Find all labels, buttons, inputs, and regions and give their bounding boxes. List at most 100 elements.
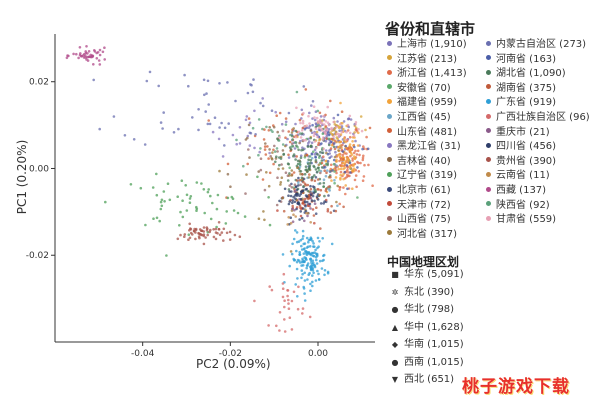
- data-point: [314, 122, 318, 125]
- data-point: [329, 131, 332, 134]
- data-point: [216, 193, 220, 197]
- region-legend-title: 中国地理区划: [387, 255, 460, 269]
- data-point: [341, 161, 345, 165]
- data-point: [300, 148, 303, 152]
- data-point: [317, 272, 320, 276]
- data-point: [279, 181, 283, 184]
- series-group: [278, 176, 326, 226]
- series-group: [207, 88, 372, 199]
- data-point: [299, 210, 303, 213]
- data-point: [346, 187, 349, 191]
- data-point: [333, 178, 336, 182]
- legend-label: 甘肃省 (559): [496, 214, 557, 226]
- data-point: [202, 188, 206, 191]
- data-point: [291, 204, 295, 208]
- data-point: [233, 233, 237, 237]
- data-point: [301, 307, 305, 310]
- legend-marker: [387, 69, 392, 75]
- data-point: [312, 191, 315, 195]
- data-point: [253, 109, 256, 113]
- legend-marker: [387, 142, 392, 148]
- data-point: [344, 160, 347, 163]
- data-point: [299, 183, 302, 187]
- region-legend-item: ▼ 西北 (651): [390, 374, 454, 386]
- data-point: [307, 251, 310, 254]
- data-point: [181, 199, 184, 202]
- data-point: [303, 197, 307, 201]
- data-point: [344, 184, 348, 187]
- data-point: [95, 57, 99, 60]
- legend-item: 四川省 (456): [486, 141, 556, 153]
- data-point: [335, 136, 339, 139]
- data-point: [324, 159, 328, 163]
- data-point: [351, 159, 354, 162]
- data-point: [297, 285, 300, 289]
- data-point: [295, 144, 298, 147]
- legend-label: 江西省 (45): [397, 112, 451, 123]
- data-point: [225, 231, 229, 235]
- data-point: [271, 151, 274, 154]
- data-point: [341, 143, 344, 147]
- data-point: [267, 324, 270, 327]
- data-point: [320, 127, 323, 131]
- data-point: [248, 144, 252, 147]
- data-point: [349, 118, 353, 121]
- data-point: [326, 208, 330, 211]
- data-point: [359, 161, 362, 165]
- data-point: [78, 46, 82, 49]
- data-point: [284, 123, 288, 126]
- data-point: [227, 122, 230, 125]
- data-point: [313, 132, 316, 135]
- data-point: [214, 237, 218, 241]
- data-point: [279, 183, 282, 186]
- legend-marker: [486, 201, 491, 207]
- data-point: [300, 108, 304, 112]
- data-point: [302, 180, 305, 184]
- data-point: [238, 142, 242, 145]
- data-point: [332, 145, 336, 149]
- region-legend-item: ✲ 东北 (390): [390, 287, 454, 299]
- data-point: [340, 164, 344, 168]
- data-point: [238, 126, 242, 129]
- data-point: [300, 176, 304, 180]
- data-point: [345, 130, 348, 134]
- data-point: [291, 134, 294, 138]
- data-point: [358, 153, 361, 157]
- data-point: [168, 198, 172, 202]
- data-point: [311, 239, 314, 243]
- data-point: [330, 204, 333, 208]
- data-point: [222, 227, 226, 231]
- data-point: [349, 171, 352, 174]
- legend-marker: [486, 98, 491, 104]
- data-point: [172, 131, 176, 134]
- data-point: [322, 155, 325, 158]
- data-point: [341, 153, 345, 157]
- legend-item: 甘肃省 (559): [486, 214, 556, 226]
- data-point: [205, 92, 208, 95]
- data-point: [284, 144, 287, 148]
- data-point: [292, 171, 296, 174]
- data-point: [85, 58, 88, 61]
- legend-label: 山东省 (481): [397, 126, 458, 138]
- data-point: [301, 146, 304, 149]
- data-point: [309, 187, 313, 191]
- data-point: [305, 236, 309, 240]
- data-point: [281, 282, 285, 285]
- data-point: [301, 173, 304, 176]
- data-point: [357, 127, 360, 131]
- data-point: [176, 195, 179, 198]
- data-point: [183, 235, 186, 238]
- data-point: [329, 147, 333, 150]
- data-point: [302, 177, 306, 181]
- data-point: [205, 226, 209, 229]
- data-point: [362, 154, 365, 158]
- data-point: [313, 140, 317, 143]
- data-point: [356, 144, 360, 147]
- data-point: [346, 123, 350, 127]
- data-point: [315, 130, 319, 134]
- data-point: [320, 121, 324, 125]
- series-group: [92, 70, 315, 147]
- data-point: [286, 223, 290, 226]
- data-point: [310, 156, 314, 160]
- data-point: [355, 185, 358, 189]
